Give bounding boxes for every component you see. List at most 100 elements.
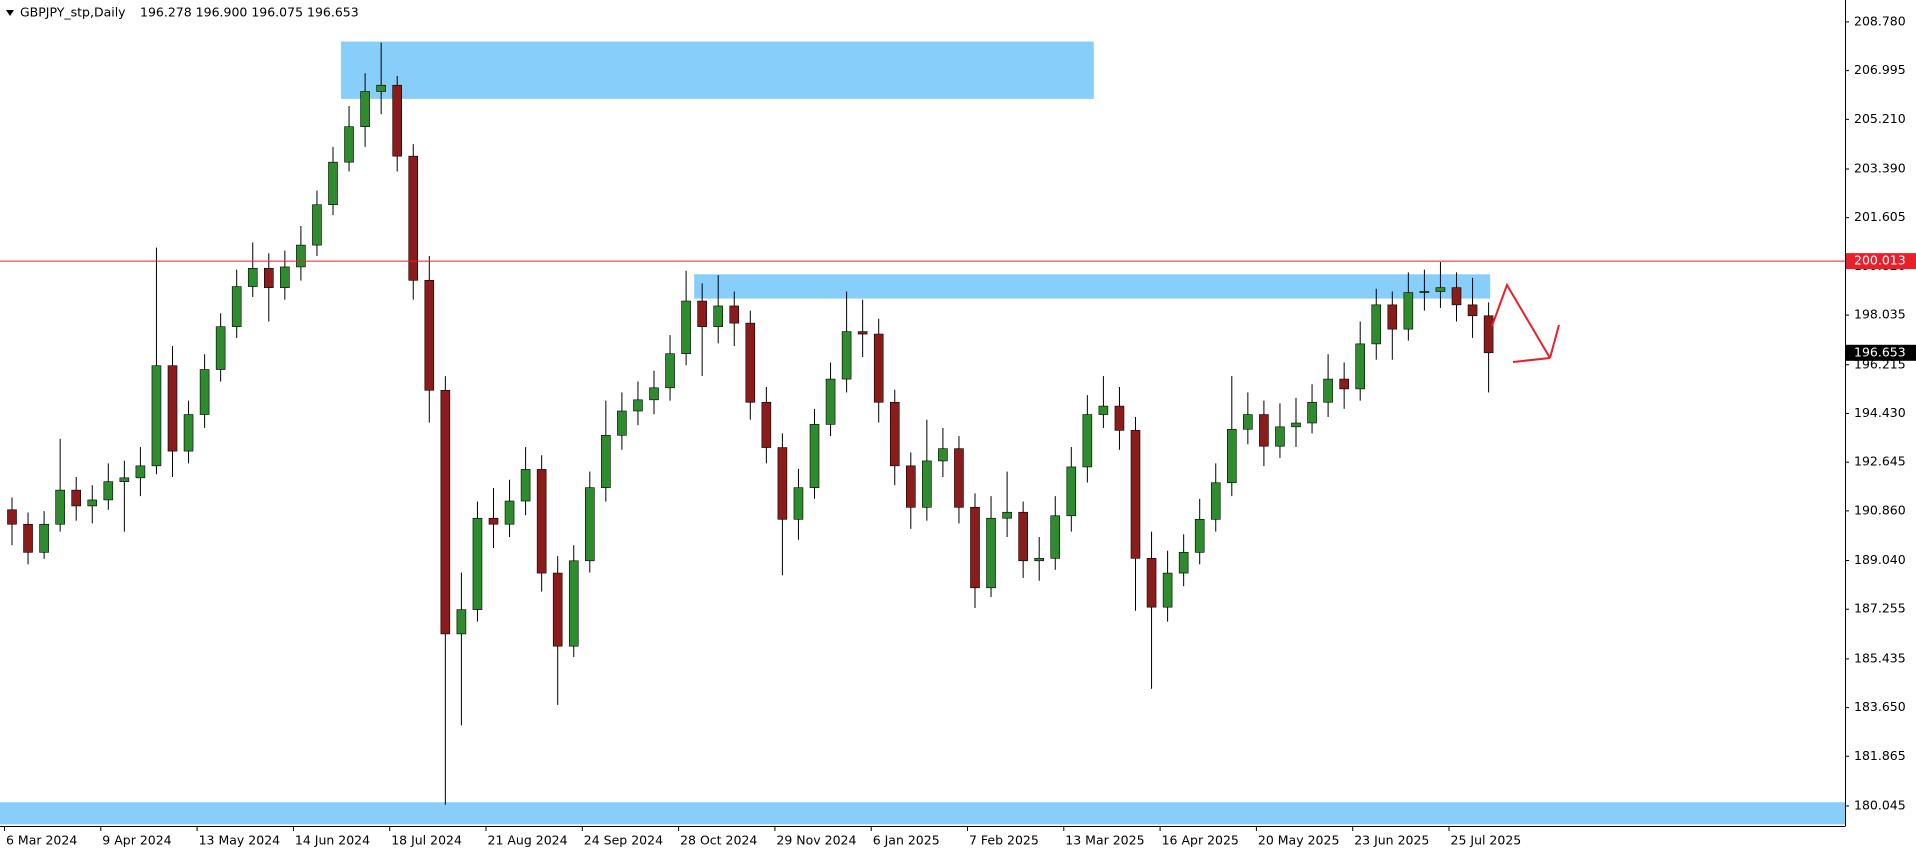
y-tick-label: 187.255: [1854, 601, 1906, 616]
candle-body: [617, 410, 627, 436]
x-tick-label: 25 Jul 2025: [1451, 833, 1522, 848]
candle-body: [1323, 378, 1333, 403]
candle-body: [1114, 405, 1125, 431]
candle-body: [568, 560, 579, 647]
candle-body: [986, 517, 996, 589]
candle-body: [584, 487, 595, 562]
candle-body: [39, 523, 49, 553]
hline-label-bg: [1846, 253, 1916, 270]
candle-body: [1355, 343, 1365, 390]
zone: [341, 41, 1094, 99]
candle-body: [922, 460, 932, 508]
candle-body: [1259, 414, 1269, 447]
candle-body: [392, 84, 403, 157]
candle-body: [713, 305, 724, 327]
candle-body: [488, 517, 499, 525]
x-tick-label: 16 Apr 2025: [1162, 833, 1239, 848]
candle-body: [1419, 291, 1430, 293]
candle-body: [1483, 315, 1494, 354]
candle-body: [1210, 482, 1221, 520]
x-tick-label: 7 Feb 2025: [969, 833, 1039, 848]
candle-body: [970, 507, 980, 589]
candle-body: [1371, 304, 1382, 345]
chart-title: GBPJPY_stp,Daily: [20, 5, 126, 20]
arrow-head: [1512, 357, 1551, 363]
x-tick-label: 24 Sep 2024: [584, 833, 663, 848]
candle-body: [1243, 414, 1253, 430]
candle-body: [777, 447, 788, 520]
x-tick-label: 23 Jun 2025: [1354, 833, 1429, 848]
candle-body: [504, 500, 515, 525]
candle-body: [135, 465, 146, 479]
candle-body: [119, 477, 130, 482]
candle-body: [1066, 466, 1077, 517]
last-price-bg: [1846, 344, 1916, 361]
x-tick-label: 6 Jan 2025: [873, 833, 940, 848]
candle-body: [1018, 511, 1028, 562]
candle-body: [1227, 428, 1237, 484]
candle-body: [344, 126, 354, 163]
zone: [0, 802, 1845, 825]
candle-body: [1403, 292, 1414, 330]
y-tick-label: 180.045: [1854, 797, 1906, 812]
candle-body: [1307, 401, 1317, 424]
candle-body: [23, 523, 33, 553]
candle-body: [440, 389, 451, 635]
candle-body: [231, 286, 242, 327]
candle-body: [1098, 405, 1109, 415]
y-tick-label: 208.780: [1854, 13, 1906, 28]
candle-body: [536, 469, 547, 574]
candle-body: [1194, 519, 1205, 553]
candle-body: [263, 267, 274, 288]
candle-body: [729, 305, 740, 324]
x-tick-label: 6 Mar 2024: [6, 833, 77, 848]
candle-body: [1130, 430, 1141, 559]
zone: [694, 274, 1491, 299]
candle-body: [1467, 304, 1478, 317]
candle-body: [1178, 552, 1189, 574]
y-tick-label: 189.040: [1854, 552, 1906, 567]
candle-body: [681, 300, 691, 355]
x-tick-label: 28 Oct 2024: [680, 833, 757, 848]
candle-body: [87, 499, 98, 507]
candle-body: [905, 465, 916, 508]
candle-body: [761, 401, 772, 448]
y-tick-label: 194.430: [1854, 405, 1906, 420]
arrow-head: [1549, 324, 1560, 359]
candle-body: [1435, 287, 1446, 292]
plot-area: [0, 41, 1845, 825]
menu-triangle[interactable]: [6, 10, 14, 16]
candle-body: [167, 365, 178, 452]
candle-body: [199, 369, 210, 415]
y-tick-label: 206.995: [1854, 62, 1906, 77]
candle-body: [552, 572, 563, 647]
candle-body: [889, 401, 900, 467]
candle-body: [376, 84, 386, 92]
candle-body: [809, 424, 820, 488]
x-tick-label: 20 May 2025: [1258, 833, 1340, 848]
x-tick-label: 13 Mar 2025: [1065, 833, 1144, 848]
candle-body: [601, 434, 611, 488]
candle-body: [215, 326, 226, 370]
x-tick-label: 9 Apr 2024: [102, 833, 171, 848]
candle-body: [1146, 558, 1157, 608]
candle-body: [873, 333, 884, 403]
candle-body: [1291, 422, 1301, 428]
x-tick-label: 13 May 2024: [199, 833, 281, 848]
candle-body: [312, 204, 322, 246]
y-tick-label: 181.865: [1854, 748, 1906, 763]
y-tick-label: 201.605: [1854, 209, 1906, 224]
candle-body: [1050, 515, 1061, 559]
arrow-line: [1491, 282, 1551, 359]
candle-body: [424, 280, 435, 391]
candle-body: [649, 387, 659, 401]
y-tick-label: 203.390: [1854, 160, 1906, 175]
candle-body: [520, 469, 531, 502]
candle-body: [857, 331, 868, 335]
candle-body: [1387, 304, 1398, 330]
candle-body: [7, 509, 17, 525]
x-tick-label: 29 Nov 2024: [776, 833, 856, 848]
x-tick-label: 21 Aug 2024: [488, 833, 568, 848]
candle-body: [1339, 378, 1349, 390]
